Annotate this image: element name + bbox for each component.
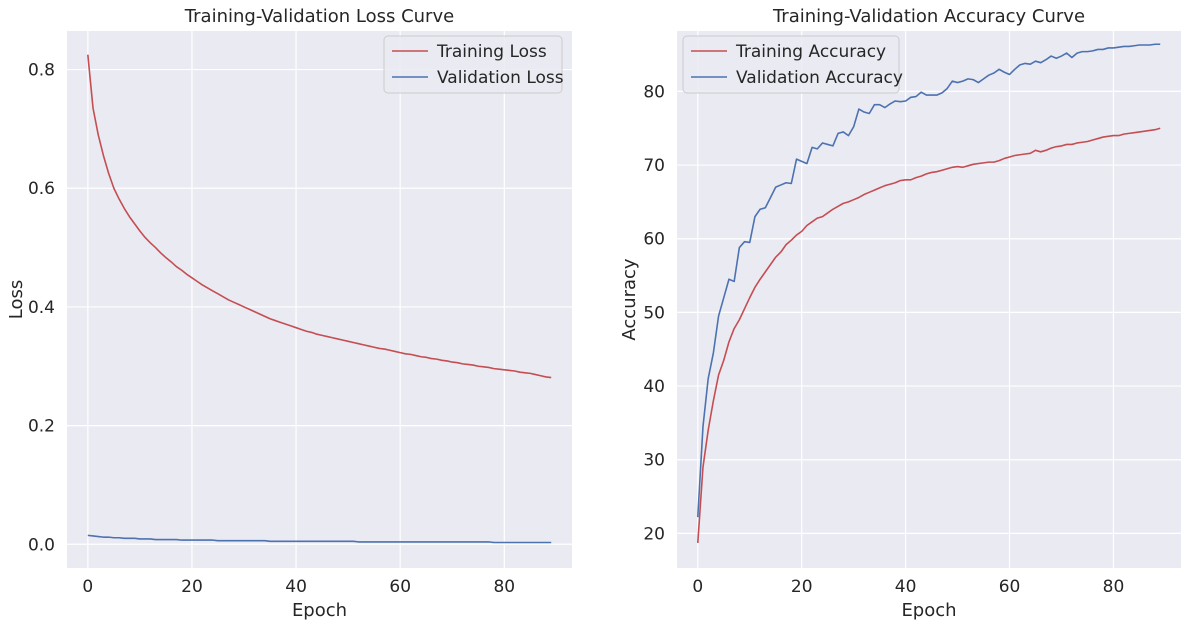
loss-x-tick-label: 20	[181, 577, 203, 597]
accuracy-x-tick-label: 60	[999, 577, 1021, 597]
loss-series-line-training	[87, 54, 552, 379]
accuracy-y-tick-label: 20	[643, 524, 665, 544]
accuracy-y-tick-label: 60	[643, 230, 665, 250]
accuracy-y-tick-label: 50	[643, 303, 665, 323]
accuracy-x-tick-label: 20	[791, 577, 813, 597]
accuracy-x-tick-label: 40	[895, 577, 917, 597]
accuracy-y-tick-label: 70	[643, 156, 665, 176]
loss-chart: 0 20 40 60 80 0.0 0.2 0.4 0.6 0.8 Training-Validat…	[6, 6, 572, 621]
accuracy-plot-area	[677, 31, 1181, 568]
loss-y-tick-label: 0.2	[28, 417, 55, 437]
loss-x-tick-label: 40	[285, 577, 307, 597]
accuracy-legend: Training Accuracy Validation Accuracy	[682, 35, 903, 94]
loss-y-tick-label: 0.0	[28, 535, 55, 555]
accuracy-series-line-training	[696, 127, 1161, 544]
loss-series-line-validation	[87, 534, 552, 544]
loss-plot-area	[67, 31, 572, 568]
accuracy-x-tick-label: 80	[1103, 577, 1125, 597]
loss-y-tick-label: 0.4	[28, 298, 55, 318]
loss-x-tick-label: 0	[82, 577, 93, 597]
accuracy-chart: 0 20 40 60 80 20 30 40 50 60 70 80 Training-Validati…	[619, 6, 1181, 621]
loss-y-axis-label: Loss	[6, 280, 27, 319]
accuracy-y-tick-label: 80	[643, 82, 665, 102]
loss-y-tick-label: 0.6	[28, 179, 55, 199]
accuracy-y-axis-label: Accuracy	[619, 258, 640, 341]
accuracy-legend-entry: Validation Accuracy	[736, 68, 903, 88]
loss-x-axis-label: Epoch	[292, 600, 347, 621]
loss-legend-entry: Training Loss	[436, 42, 547, 62]
accuracy-y-tick-label: 30	[643, 451, 665, 471]
loss-chart-title: Training-Validation Loss Curve	[184, 6, 454, 27]
loss-legend: Training Loss Validation Loss	[383, 35, 564, 94]
loss-legend-box	[383, 35, 563, 94]
accuracy-legend-box	[682, 35, 900, 94]
accuracy-x-tick-label: 0	[692, 577, 703, 597]
accuracy-y-tick-label: 40	[643, 377, 665, 397]
accuracy-x-axis-label: Epoch	[901, 600, 956, 621]
loss-legend-entry: Validation Loss	[437, 68, 564, 88]
loss-y-tick-label: 0.8	[28, 61, 55, 81]
loss-x-tick-label: 80	[493, 577, 515, 597]
loss-x-tick-label: 60	[389, 577, 411, 597]
accuracy-series-line-validation	[696, 43, 1161, 518]
accuracy-legend-entry: Training Accuracy	[735, 42, 886, 62]
accuracy-chart-title: Training-Validation Accuracy Curve	[772, 6, 1085, 27]
